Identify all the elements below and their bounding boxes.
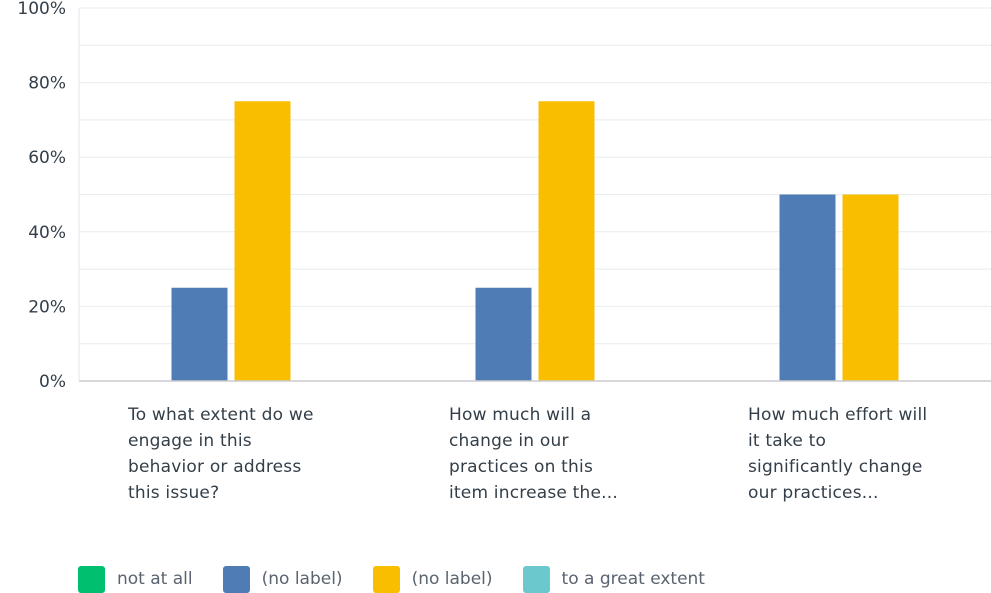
bar [475, 287, 532, 381]
x-category-label-line: practices on this [449, 457, 593, 477]
y-tick-label: 60% [28, 148, 66, 168]
x-category-label-line: significantly change [748, 457, 923, 477]
legend: not at all (no label) (no label) to a great… [78, 565, 735, 593]
legend-item: not at all [78, 565, 193, 593]
x-category-label-line: our practices... [748, 483, 879, 503]
y-tick-label: 0% [39, 372, 66, 392]
x-category-label-line: How much will a [449, 405, 592, 425]
legend-item: to a great extent [522, 565, 705, 593]
bars [171, 101, 899, 381]
legend-label: to a great extent [561, 569, 705, 589]
bar [538, 101, 595, 381]
x-category-label-line: this issue? [128, 483, 220, 503]
x-category-label-line: To what extent do we [128, 405, 314, 425]
x-category-label: To what extent do we engage in this behavi… [128, 402, 358, 506]
y-tick-label: 20% [28, 297, 66, 317]
x-category-label-line: change in our [449, 431, 569, 451]
bar [779, 194, 836, 381]
chart-plot: 0% 20% 40% 60% 80% 100% [17, 0, 991, 392]
x-category-label-line: How much effort will [748, 405, 928, 425]
y-tick-label: 40% [28, 223, 66, 243]
legend-swatch [372, 565, 400, 593]
legend-swatch [222, 565, 250, 593]
x-category-label-line: behavior or address [128, 457, 302, 477]
x-category-label: How much effort will it take to significan… [748, 402, 978, 506]
legend-item: (no label) [372, 565, 493, 593]
bar [842, 194, 899, 381]
y-tick-label: 80% [28, 74, 66, 94]
legend-swatch [522, 565, 550, 593]
legend-item: (no label) [222, 565, 343, 593]
y-tick-label: 100% [17, 0, 66, 19]
x-category-label-line: item increase the... [449, 483, 618, 503]
legend-label: (no label) [411, 569, 493, 589]
x-category-label: How much will a change in our practices on… [449, 402, 679, 506]
legend-label: not at all [117, 569, 193, 589]
x-category-label-line: it take to [748, 431, 827, 451]
x-category-label-line: engage in this [128, 431, 252, 451]
bar [234, 101, 291, 381]
legend-swatch [78, 565, 105, 593]
gridlines [79, 7, 991, 345]
bar [171, 287, 228, 381]
y-axis-ticks: 0% 20% 40% 60% 80% 100% [17, 0, 66, 392]
legend-label: (no label) [261, 569, 343, 589]
